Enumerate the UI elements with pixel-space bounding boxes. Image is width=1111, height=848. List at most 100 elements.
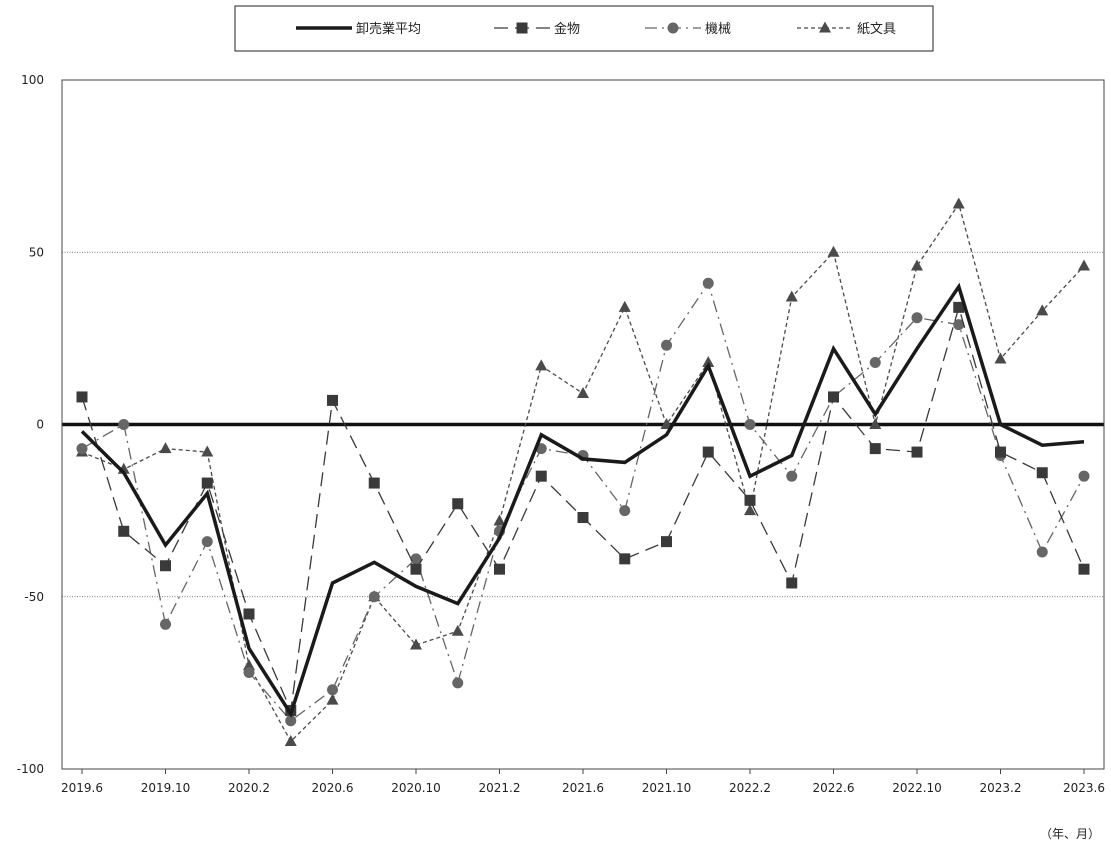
series-line	[81, 281, 1085, 722]
x-tick-label: 2019.10	[141, 781, 191, 795]
data-point	[410, 638, 422, 650]
data-point	[1036, 546, 1048, 558]
data-point	[953, 301, 965, 313]
x-axis-unit-label: （年、月）	[1040, 827, 1100, 841]
x-tick-label: 2021.6	[562, 781, 604, 795]
x-tick-label: 2023.2	[980, 781, 1022, 795]
data-point	[285, 715, 297, 727]
y-tick-label: -50	[24, 590, 44, 604]
data-point	[284, 734, 297, 746]
data-point	[702, 446, 714, 458]
data-point	[619, 553, 631, 565]
data-point	[201, 477, 213, 489]
data-point	[744, 504, 756, 516]
x-tick-label: 2019.6	[61, 781, 103, 795]
data-point	[368, 477, 380, 489]
series-line	[81, 305, 1085, 713]
data-point	[493, 514, 506, 526]
data-point	[118, 525, 130, 537]
data-point	[869, 418, 882, 429]
data-point	[869, 443, 881, 455]
data-point	[785, 290, 798, 302]
x-tick-label: 2022.10	[892, 781, 942, 795]
x-tick-label: 2022.2	[729, 781, 771, 795]
x-tick-label: 2022.6	[813, 781, 855, 795]
legend-label: 卸売業平均	[356, 21, 421, 37]
data-point	[1078, 259, 1090, 271]
data-point	[744, 419, 756, 430]
data-point	[410, 563, 422, 575]
y-tick-label: 0	[36, 418, 44, 432]
series-機械	[76, 277, 1090, 727]
data-point	[911, 446, 923, 458]
axes: 100 50 0 -50 -100 2019.6 2019.10 2020.2 2020.6 20…	[17, 73, 1105, 795]
legend-marker	[667, 22, 679, 34]
data-point	[786, 470, 798, 482]
data-point	[201, 536, 213, 548]
data-point	[160, 618, 171, 630]
legend-marker	[516, 22, 528, 34]
legend: 卸売業平均 金物 機械 紙文具	[234, 5, 934, 52]
data-point	[869, 356, 881, 368]
series-紙文具	[76, 197, 1090, 746]
plot-area	[76, 197, 1090, 746]
data-point	[327, 684, 338, 696]
y-tick-label: 100	[21, 73, 44, 87]
x-tick-label: 2021.2	[479, 781, 521, 795]
data-point	[368, 591, 380, 603]
data-point	[201, 445, 214, 457]
data-point	[118, 419, 130, 430]
y-tick-label: 50	[29, 245, 44, 259]
data-point	[535, 470, 547, 482]
data-point	[243, 667, 255, 679]
legend-label: 金物	[554, 21, 580, 37]
data-point	[1036, 467, 1048, 479]
data-point	[243, 659, 255, 671]
legend-label: 機械	[705, 22, 731, 37]
data-point	[1036, 304, 1049, 316]
data-point	[952, 197, 965, 209]
series-line	[81, 202, 1085, 743]
data-point	[702, 355, 715, 367]
data-point	[452, 677, 464, 689]
x-tick-label: 2020.10	[391, 781, 441, 795]
data-point	[76, 391, 88, 403]
x-tick-label: 2023.6	[1063, 781, 1105, 795]
series-金物	[76, 301, 1090, 716]
x-tick-label: 2020.2	[228, 781, 270, 795]
data-point	[994, 352, 1007, 364]
data-point	[911, 312, 923, 324]
series-卸売業平均	[80, 282, 1085, 718]
data-point	[452, 498, 464, 510]
x-tick-label: 2020.6	[312, 781, 354, 795]
data-point	[828, 391, 839, 403]
data-point	[744, 494, 756, 506]
x-tick-label: 2021.10	[642, 781, 692, 795]
data-point	[410, 553, 422, 565]
legend-label: 紙文具	[857, 22, 896, 37]
data-point	[494, 563, 505, 575]
data-point	[660, 418, 673, 429]
data-point	[619, 505, 631, 517]
data-point	[1078, 470, 1090, 482]
y-tick-label: -100	[17, 762, 44, 776]
data-point	[327, 394, 338, 406]
series-line	[80, 282, 1085, 718]
data-point	[661, 339, 672, 351]
data-point	[1078, 563, 1090, 575]
data-point	[159, 442, 172, 454]
data-point	[76, 443, 88, 455]
data-point	[451, 624, 464, 636]
data-point	[243, 608, 255, 620]
legend-marker	[819, 21, 831, 33]
data-point	[827, 245, 840, 257]
data-point	[535, 359, 548, 371]
data-point	[577, 386, 589, 398]
data-point	[160, 560, 171, 572]
data-point	[995, 446, 1006, 458]
data-point	[577, 512, 589, 524]
data-point	[702, 277, 714, 289]
data-point	[911, 259, 923, 271]
data-point	[661, 536, 672, 548]
